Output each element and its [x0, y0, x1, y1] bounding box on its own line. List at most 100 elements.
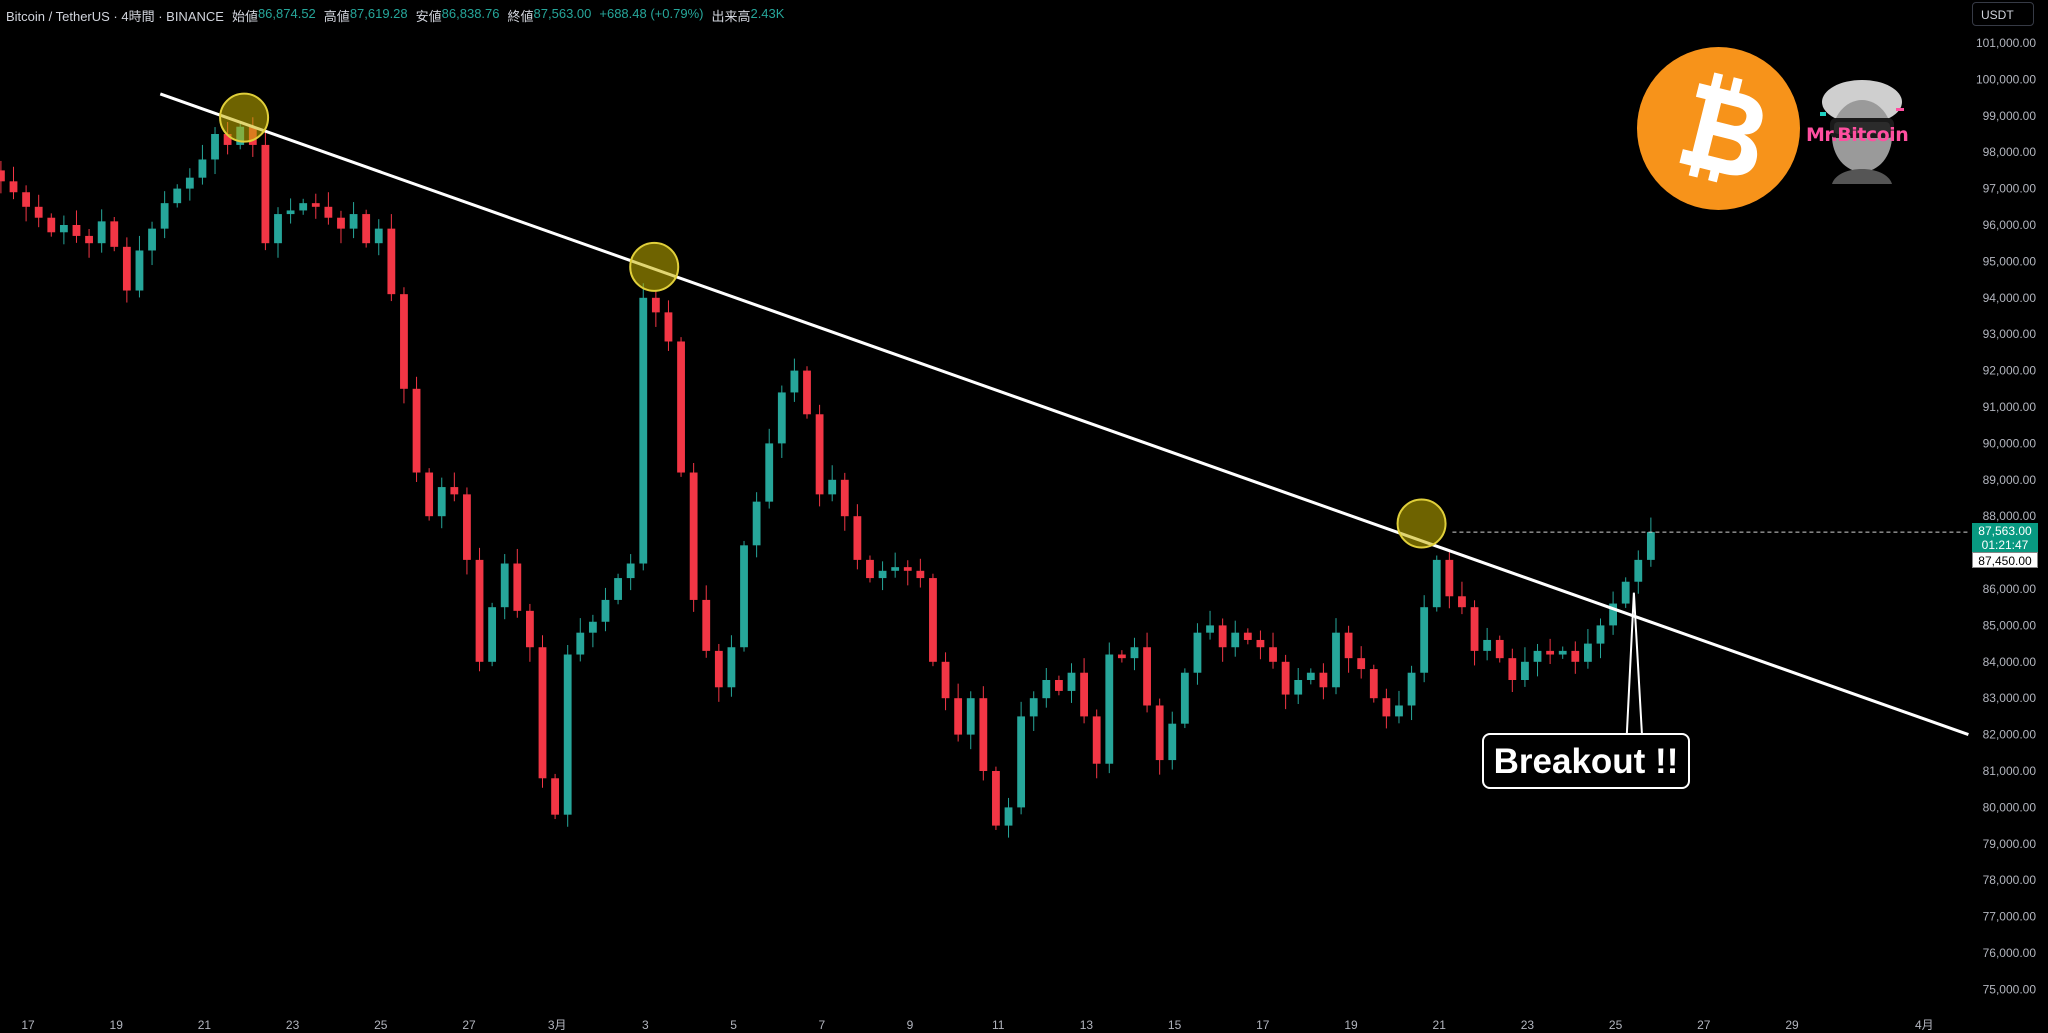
candle-body [513, 563, 522, 611]
candle-body [0, 170, 5, 182]
candle-body [815, 414, 824, 495]
touch-point-marker[interactable] [1396, 498, 1447, 549]
candle-body [1546, 650, 1555, 655]
candle-body [1395, 705, 1403, 717]
callout-pointer [1625, 592, 1643, 734]
candle-body [185, 177, 194, 189]
candle-body [941, 661, 950, 699]
y-tick-label: 82,000.00 [1983, 728, 2037, 742]
x-tick-label: 17 [21, 1018, 35, 1032]
candles-layer [0, 117, 1655, 838]
candle-body [362, 214, 371, 244]
candle-body [1117, 654, 1126, 659]
candle-body [1092, 716, 1101, 764]
candle-body [702, 599, 711, 651]
symbol-legend[interactable]: Bitcoin / TetherUS · 4時間 · BINANCE 始値 86,… [6, 6, 784, 25]
candle-body [1382, 698, 1391, 717]
candle-body [714, 650, 723, 688]
candle-body [840, 479, 849, 517]
candle-body [1369, 669, 1378, 699]
open-label: 始値 [231, 9, 258, 24]
x-tick-label: 15 [1168, 1018, 1182, 1032]
candle-body [526, 610, 534, 648]
candle-body [1609, 603, 1617, 626]
candle-body [903, 567, 912, 571]
candle-body [765, 443, 774, 502]
touch-point-marker[interactable] [629, 241, 680, 292]
candle-body [1596, 625, 1605, 644]
candle-body [828, 479, 837, 495]
candle-body [1281, 661, 1290, 695]
candle-body [1483, 639, 1492, 651]
x-tick-label: 23 [1521, 1018, 1535, 1032]
candle-body [1470, 607, 1479, 651]
alert-price-tag: 87,450.00 [1972, 552, 2038, 568]
candle-body [1521, 661, 1529, 680]
x-tick-label: 27 [462, 1018, 476, 1032]
symbol-title[interactable]: Bitcoin / TetherUS · 4時間 · BINANCE [6, 9, 224, 24]
candle-body [135, 250, 144, 291]
x-tick-label: 23 [286, 1018, 300, 1032]
candle-body [1017, 716, 1026, 808]
candle-body [324, 206, 333, 218]
avatar-label: Mr.Bitcoin [1806, 124, 1909, 146]
candle-body [400, 294, 408, 389]
candle-body [59, 225, 68, 233]
candle-body [412, 388, 421, 473]
candle-body [1269, 647, 1277, 662]
candle-body [1621, 581, 1630, 604]
candle-body [1130, 647, 1139, 659]
candle-body [1646, 532, 1655, 560]
x-tick-label: 21 [1433, 1018, 1447, 1032]
candle-body [1344, 632, 1353, 659]
close-value: 87,563.00 [533, 6, 592, 21]
candle-body [1407, 672, 1416, 706]
candle-body [966, 698, 975, 735]
candle-body [122, 246, 131, 291]
x-tick-label: 19 [110, 1018, 124, 1032]
close-label: 終値 [507, 9, 534, 24]
candle-body [1080, 672, 1088, 717]
candle-body [1571, 650, 1580, 662]
candle-body [1243, 632, 1252, 640]
x-tick-label: 21 [198, 1018, 212, 1032]
candle-body [614, 578, 622, 600]
candle-body [916, 570, 925, 579]
candle-body [374, 228, 383, 244]
last-price: 87,563.00 [1978, 524, 2032, 538]
candle-body [954, 698, 963, 735]
candle-body [223, 134, 232, 145]
candle-body [639, 297, 648, 564]
breakout-callout: Breakout !! [1482, 733, 1690, 789]
candle-body [1206, 625, 1214, 633]
candle-body [1508, 658, 1517, 680]
touch-point-marker[interactable] [219, 92, 270, 143]
candle-body [488, 607, 497, 662]
avatar-face-icon [1820, 80, 1904, 184]
candle-body [1294, 680, 1303, 695]
x-tick-label: 25 [1609, 1018, 1623, 1032]
candle-body [85, 235, 93, 244]
y-tick-label: 94,000.00 [1983, 291, 2037, 305]
candle-body [689, 472, 698, 600]
x-tick-label: 5 [730, 1018, 737, 1032]
candle-body [72, 225, 81, 236]
trendline[interactable] [159, 92, 1969, 737]
y-tick-label: 89,000.00 [1983, 473, 2037, 487]
candle-body [1445, 559, 1454, 597]
candle-body [866, 559, 874, 579]
candle-body [299, 203, 308, 211]
y-tick-label: 86,000.00 [1983, 582, 2037, 596]
candle-body [1180, 672, 1189, 724]
currency-button[interactable]: USDT [1972, 2, 2034, 26]
volume-label: 出来高 [711, 9, 751, 24]
candle-body [576, 632, 585, 655]
x-tick-label: 3月 [548, 1018, 567, 1032]
x-tick-label: 7 [818, 1018, 825, 1032]
candle-body [538, 647, 547, 779]
candle-body [148, 228, 156, 251]
y-tick-label: 93,000.00 [1983, 327, 2037, 341]
candle-body [1634, 559, 1643, 582]
candle-body [777, 392, 786, 444]
